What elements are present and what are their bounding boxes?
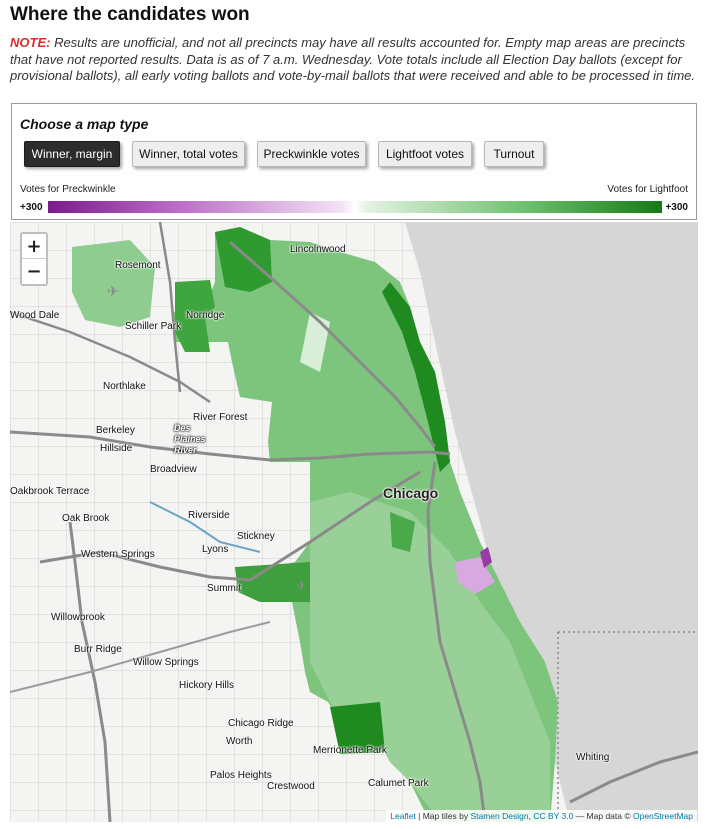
place-chicago-ridge: Chicago Ridge bbox=[228, 718, 294, 729]
stevenson-expressway bbox=[39, 470, 421, 582]
place-burr-ridge: Burr Ridge bbox=[74, 644, 122, 655]
place-berkeley: Berkeley bbox=[96, 425, 135, 436]
place-chicago: Chicago bbox=[383, 485, 439, 501]
place-calumet-park: Calumet Park bbox=[368, 778, 429, 789]
place-western-springs: Western Springs bbox=[81, 549, 155, 560]
map-canvas: ✈ ✈ bbox=[10, 222, 698, 822]
page-title: Where the candidates won bbox=[10, 4, 250, 25]
garfield-ridge-precincts bbox=[235, 562, 310, 602]
place-northlake: Northlake bbox=[103, 381, 146, 392]
south-highway bbox=[10, 621, 271, 693]
attribution-text-2: , bbox=[528, 811, 534, 821]
place-broadview: Broadview bbox=[150, 464, 197, 475]
map-type-panel: Choose a map type Winner, margin Winner,… bbox=[11, 103, 697, 220]
place-des-plaines-river: Des Plaines River bbox=[174, 423, 206, 455]
results-note: NOTE: Results are unofficial, and not al… bbox=[10, 35, 696, 85]
attribution-text-1: | Map tiles by bbox=[415, 811, 471, 821]
eisenhower-expressway bbox=[10, 430, 451, 462]
preckwinkle-votes-button[interactable]: Preckwinkle votes bbox=[257, 141, 366, 167]
place-oakbrook-terrace: Oakbrook Terrace bbox=[10, 486, 90, 497]
south-side-precincts bbox=[310, 492, 550, 822]
place-crestwood: Crestwood bbox=[267, 781, 315, 792]
note-text: Results are unofficial, and not all prec… bbox=[10, 35, 696, 83]
place-rosemont: Rosemont bbox=[115, 260, 161, 271]
place-oak-brook: Oak Brook bbox=[62, 513, 110, 524]
norridge-precincts bbox=[175, 280, 215, 352]
stamen-link[interactable]: Stamen Design bbox=[470, 811, 529, 821]
tri-state-tollway bbox=[68, 521, 112, 822]
mount-greenwood-precincts bbox=[330, 702, 385, 754]
license-link[interactable]: CC BY 3.0 bbox=[533, 811, 574, 821]
place-willowbrook: Willowbrook bbox=[51, 612, 105, 623]
place-whiting: Whiting bbox=[576, 752, 610, 763]
place-summit: Summit bbox=[207, 583, 241, 594]
des-plaines-river-line bbox=[149, 501, 261, 553]
place-riverside: Riverside bbox=[188, 510, 230, 521]
leaflet-link[interactable]: Leaflet bbox=[390, 811, 416, 821]
legend-lightfoot-label: Votes for Lightfoot bbox=[607, 184, 688, 195]
map-view[interactable]: ✈ ✈ Lincolnwood Rosemont Wood Dale Norri… bbox=[10, 222, 698, 822]
place-norridge: Norridge bbox=[186, 310, 225, 321]
osm-link[interactable]: OpenStreetMap bbox=[632, 811, 693, 821]
midway-airport-icon: ✈ bbox=[296, 578, 307, 593]
mannheim-road bbox=[158, 222, 182, 393]
northwest-highway bbox=[10, 310, 211, 404]
dan-ryan-expressway bbox=[426, 461, 487, 822]
zoom-in-button[interactable]: + bbox=[22, 234, 46, 258]
map-attribution: Leaflet | Map tiles by Stamen Design, CC… bbox=[386, 810, 697, 825]
legend-color-scale bbox=[48, 201, 662, 213]
place-wood-dale: Wood Dale bbox=[10, 310, 60, 321]
attribution-text-3: — Map data © bbox=[573, 811, 633, 821]
place-lyons: Lyons bbox=[202, 544, 229, 555]
winner-margin-button[interactable]: Winner, margin bbox=[24, 141, 120, 167]
ohare-airport-icon: ✈ bbox=[107, 283, 119, 299]
zoom-out-button[interactable]: − bbox=[22, 258, 46, 284]
legend-lightfoot-value: +300 bbox=[665, 202, 688, 213]
lakefront-precincts bbox=[382, 282, 450, 472]
zoom-control: + − bbox=[20, 232, 48, 286]
place-merrionette-park: Merrionette Park bbox=[313, 745, 387, 756]
turnout-button[interactable]: Turnout bbox=[484, 141, 544, 167]
winner-total-votes-button[interactable]: Winner, total votes bbox=[132, 141, 245, 167]
mid-south-precincts bbox=[390, 512, 415, 552]
note-label: NOTE: bbox=[10, 35, 51, 50]
ohare-precincts bbox=[72, 240, 155, 327]
place-hillside: Hillside bbox=[100, 443, 133, 454]
kennedy-expressway bbox=[229, 240, 437, 448]
place-stickney: Stickney bbox=[237, 531, 275, 542]
place-willow-springs: Willow Springs bbox=[133, 657, 199, 668]
skyway bbox=[569, 750, 698, 804]
south-shore-precincts bbox=[480, 547, 492, 568]
panel-title: Choose a map type bbox=[20, 116, 149, 132]
place-hickory-hills: Hickory Hills bbox=[179, 680, 234, 691]
place-river-forest: River Forest bbox=[193, 412, 248, 423]
lightfoot-votes-button[interactable]: Lightfoot votes bbox=[378, 141, 472, 167]
place-schiller-park: Schiller Park bbox=[125, 321, 182, 332]
place-worth: Worth bbox=[226, 736, 253, 747]
place-lincolnwood: Lincolnwood bbox=[290, 244, 346, 255]
place-palos-heights: Palos Heights bbox=[210, 770, 272, 781]
legend-preckwinkle-value: +300 bbox=[20, 202, 43, 213]
light-precincts bbox=[300, 312, 330, 372]
lake-michigan bbox=[405, 222, 698, 822]
legend-preckwinkle-label: Votes for Preckwinkle bbox=[20, 184, 116, 195]
